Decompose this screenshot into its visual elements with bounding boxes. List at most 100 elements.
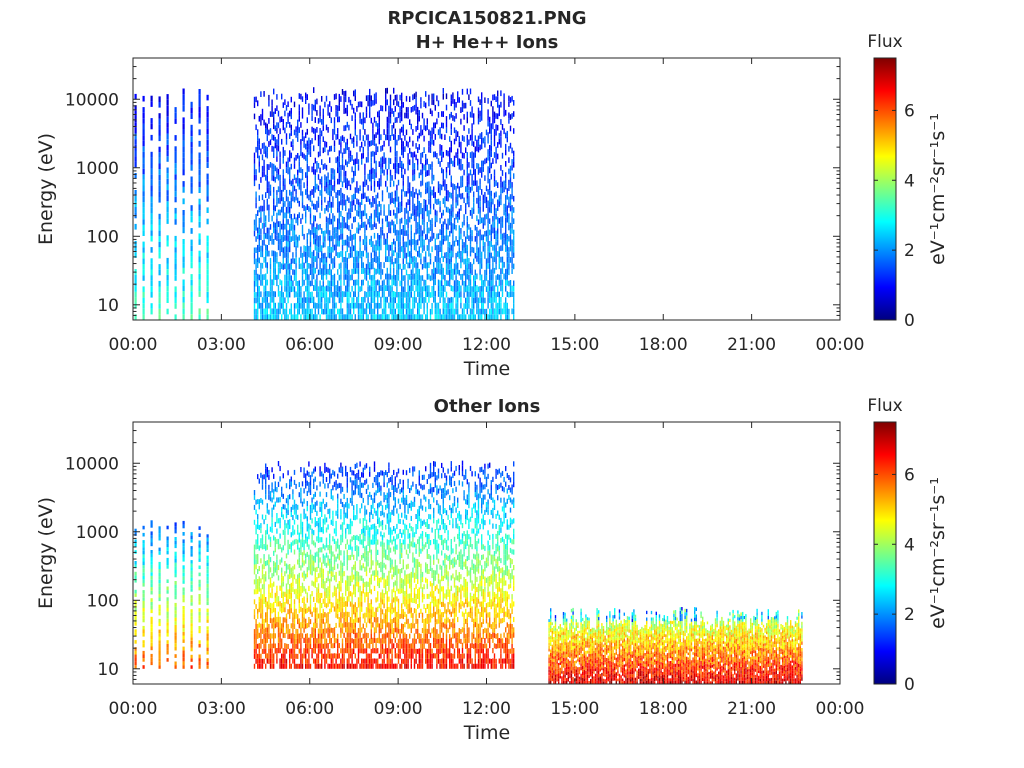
flux-cell xyxy=(338,274,340,281)
flux-cell xyxy=(431,235,433,241)
flux-cell xyxy=(257,273,259,280)
flux-cell xyxy=(377,210,379,216)
flux-cell xyxy=(341,204,344,211)
flux-cell xyxy=(362,187,364,194)
flux-cell xyxy=(465,286,467,293)
flux-cell xyxy=(277,616,280,623)
flux-cell xyxy=(490,151,492,157)
flux-cell xyxy=(206,190,209,197)
flux-cell xyxy=(274,176,276,183)
flux-cell xyxy=(345,96,347,103)
flux-cell xyxy=(281,240,283,247)
flux-cell xyxy=(150,642,153,647)
flux-cell xyxy=(343,125,345,132)
flux-cell xyxy=(300,252,302,258)
flux-cell xyxy=(337,218,339,224)
flux-cell xyxy=(319,297,321,303)
flux-cell xyxy=(423,124,425,130)
flux-cell xyxy=(410,314,412,320)
flux-cell xyxy=(401,200,403,207)
flux-cell xyxy=(345,222,347,229)
flux-cell xyxy=(367,286,369,292)
flux-cell xyxy=(394,190,396,197)
flux-cell xyxy=(297,130,299,137)
flux-cell xyxy=(174,624,177,629)
flux-cell xyxy=(484,136,486,142)
flux-cell xyxy=(383,204,385,211)
flux-cell xyxy=(413,244,416,251)
flux-cell xyxy=(330,106,332,112)
flux-cell xyxy=(388,204,390,210)
flux-cell xyxy=(473,180,475,186)
flux-cell xyxy=(268,509,270,515)
flux-cell xyxy=(489,167,491,174)
flux-cell xyxy=(317,303,320,309)
flux-cell xyxy=(295,240,297,246)
flux-cell xyxy=(378,314,380,320)
flux-cell xyxy=(257,588,259,594)
flux-cell xyxy=(166,122,169,128)
flux-cell xyxy=(298,183,300,190)
flux-cell xyxy=(442,122,444,129)
flux-cell xyxy=(298,115,300,122)
flux-cell xyxy=(290,303,292,309)
flux-cell xyxy=(273,617,275,623)
flux-cell xyxy=(305,206,307,212)
flux-cell xyxy=(425,205,427,212)
flux-cell xyxy=(295,177,297,184)
flux-cell xyxy=(150,258,153,264)
flux-cell xyxy=(338,161,340,168)
flux-cell xyxy=(166,240,169,247)
flux-cell xyxy=(373,174,376,181)
flux-cell xyxy=(354,268,356,274)
flux-cell xyxy=(495,180,497,186)
flux-cell xyxy=(391,197,393,203)
flux-cell xyxy=(182,302,185,309)
flux-cell xyxy=(325,176,328,182)
flux-cell xyxy=(314,169,316,176)
flux-cell xyxy=(258,607,260,613)
flux-cell xyxy=(306,94,308,100)
flux-cell xyxy=(330,314,332,320)
flux-cell xyxy=(273,291,275,297)
flux-cell xyxy=(373,244,376,251)
flux-cell xyxy=(423,302,425,309)
flux-cell xyxy=(134,139,137,145)
flux-cell xyxy=(284,110,286,117)
flux-cell xyxy=(142,107,145,113)
flux-cell xyxy=(426,124,428,130)
flux-cell xyxy=(353,279,355,286)
flux-cell xyxy=(383,308,385,315)
flux-cell xyxy=(332,275,334,281)
flux-cell xyxy=(253,589,256,595)
flux-cell xyxy=(506,188,508,194)
flux-cell xyxy=(471,286,473,292)
flux-cell xyxy=(423,239,425,246)
flux-cell xyxy=(150,286,153,292)
flux-cell xyxy=(142,540,145,544)
flux-cell xyxy=(412,129,414,135)
flux-cell xyxy=(469,88,472,95)
flux-cell xyxy=(375,120,377,127)
flux-cell xyxy=(399,207,401,213)
flux-cell xyxy=(293,648,296,654)
flux-cell xyxy=(276,190,278,196)
flux-cell xyxy=(381,291,384,298)
flux-cell xyxy=(150,631,153,636)
flux-cell xyxy=(253,253,256,259)
flux-cell xyxy=(253,519,256,525)
flux-cell xyxy=(479,257,481,264)
flux-cell xyxy=(497,274,499,280)
flux-cell xyxy=(415,126,417,132)
flux-cell xyxy=(450,215,452,222)
flux-cell xyxy=(263,222,265,229)
flux-cell xyxy=(206,258,209,264)
flux-cell xyxy=(142,157,145,164)
flux-cell xyxy=(142,168,145,175)
flux-cell xyxy=(273,561,275,567)
flux-cell xyxy=(447,280,449,287)
flux-cell xyxy=(439,308,441,315)
flux-cell xyxy=(394,106,396,112)
flux-cell xyxy=(158,247,161,253)
flux-cell xyxy=(431,223,433,230)
